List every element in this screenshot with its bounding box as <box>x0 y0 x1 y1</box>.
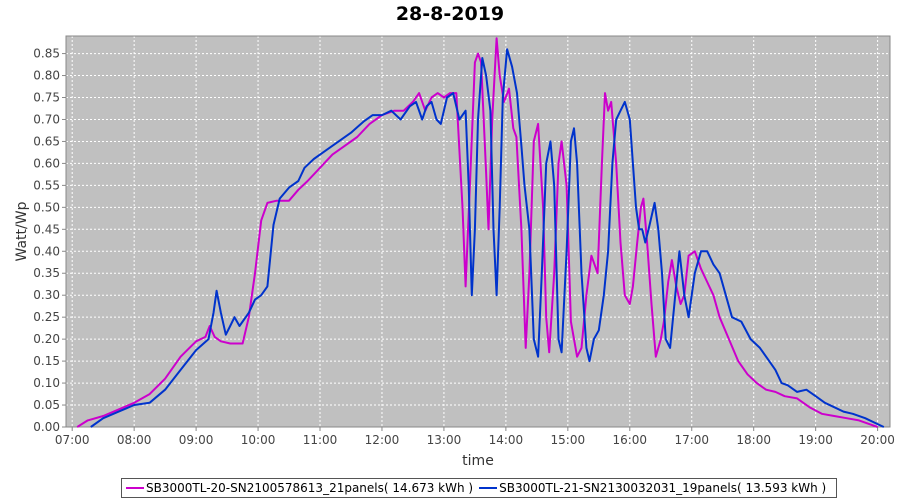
x-tick-label: 15:00 <box>551 433 586 447</box>
series-line-2 <box>90 48 885 428</box>
x-tick-label: 19:00 <box>798 433 833 447</box>
legend-item-series-2: SB3000TL-21-SN2130032031_19panels( 13.59… <box>479 481 826 495</box>
y-tick-label: 0.25 <box>33 310 60 324</box>
plot-area <box>66 36 890 427</box>
y-tick-label: 0.50 <box>33 200 60 214</box>
series-layer <box>76 37 885 428</box>
x-tick-label: 20:00 <box>860 433 895 447</box>
x-tick-label: 14:00 <box>489 433 524 447</box>
x-tick-label: 08:00 <box>117 433 152 447</box>
chart-title: 28-8-2019 <box>395 3 505 25</box>
y-tick-label: 0.80 <box>33 69 60 83</box>
legend-label-series-2: SB3000TL-21-SN2130032031_19panels( 13.59… <box>499 481 827 495</box>
y-tick-label: 0.65 <box>33 134 60 148</box>
axes: 0.00 0.05 0.10 0.15 0.20 0.25 0.30 0.35 0.40 0.45… <box>33 35 895 447</box>
y-tick-label: 0.45 <box>33 222 60 236</box>
x-tick-label: 12:00 <box>365 433 400 447</box>
x-tick-label: 11:00 <box>303 433 338 447</box>
y-tick-label: 0.20 <box>33 332 60 346</box>
x-axis-label: time <box>462 453 494 469</box>
y-tick-label: 0.55 <box>33 178 60 192</box>
y-tick-label: 0.85 <box>33 47 60 61</box>
plot-border <box>65 35 891 428</box>
y-tick-label: 0.10 <box>33 376 60 390</box>
y-tick-label: 0.70 <box>33 112 60 126</box>
legend: SB3000TL-20-SN2100578613_21panels( 14.67… <box>121 478 838 498</box>
y-axis-label: Watt/Wp <box>14 201 30 261</box>
legend-item-series-1: SB3000TL-20-SN2100578613_21panels( 14.67… <box>126 481 473 495</box>
x-tick-label: 18:00 <box>736 433 771 447</box>
legend-label-series-1: SB3000TL-20-SN2100578613_21panels( 14.67… <box>146 481 474 495</box>
y-tick-label: 0.75 <box>33 91 60 105</box>
legend-swatch-series-2 <box>479 487 498 489</box>
y-tick-label: 0.15 <box>33 354 60 368</box>
legend-swatch-series-1 <box>126 487 144 489</box>
x-tick-label: 17:00 <box>674 433 709 447</box>
y-tick-label: 0.05 <box>33 398 60 412</box>
x-tick-label: 16:00 <box>612 433 647 447</box>
x-tick-label: 10:00 <box>241 433 276 447</box>
x-tick-label: 09:00 <box>179 433 214 447</box>
y-tick-label: 0.60 <box>33 156 60 170</box>
x-tick-label: 13:00 <box>427 433 462 447</box>
y-tick-label: 0.35 <box>33 266 60 280</box>
y-tick-label: 0.30 <box>33 288 60 302</box>
series-line-1 <box>76 37 878 428</box>
x-tick-label: 07:00 <box>55 433 90 447</box>
y-tick-label: 0.00 <box>33 420 60 434</box>
y-tick-label: 0.40 <box>33 244 60 258</box>
